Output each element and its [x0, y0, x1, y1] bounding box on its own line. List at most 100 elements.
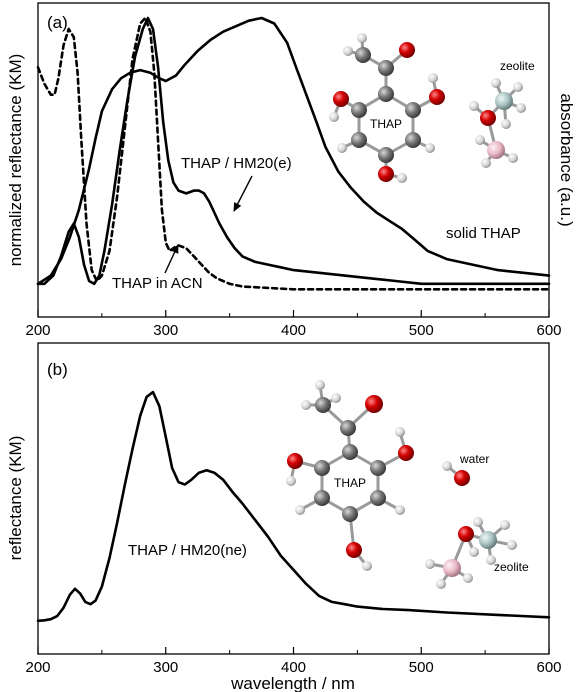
hydrogen-atom [473, 517, 483, 527]
hydrogen-atom [337, 143, 347, 153]
panel-b-x-tick-label: 400 [281, 659, 306, 676]
hydrogen-atom [507, 540, 517, 550]
oxygen-atom [365, 395, 383, 413]
hydrogen-atom [425, 559, 435, 569]
aluminum-atom [443, 559, 461, 577]
panel-a-x-ticks: 200 300 400 500 600 [25, 310, 562, 339]
panel-a-y-axis-title-right: absorbance (a.u.) [557, 93, 576, 226]
carbon-atom [315, 397, 331, 413]
hydrogen-atom [481, 158, 491, 168]
panel-b-label: (b) [47, 360, 68, 379]
series-line-thap-hm20-ne [36, 390, 551, 623]
panel-b-x-tick-label: 500 [409, 659, 434, 676]
panel-b-series [36, 390, 551, 623]
molecule-bonds [289, 383, 514, 586]
arrow-thap-in-acn [164, 244, 179, 274]
panel-b-x-tick-label: 600 [536, 659, 561, 676]
hydrogen-atom [295, 505, 305, 515]
oxygen-atom [480, 110, 496, 126]
hydrogen-atom [469, 101, 479, 111]
panel-b-x-ticks: 200 300 400 500 600 [25, 647, 562, 676]
hydrogen-atom [516, 103, 526, 113]
panel-a-x-tick-label: 600 [536, 322, 561, 339]
carbon-atom [378, 60, 394, 76]
hydrogen-atom [486, 555, 496, 565]
hydrogen-atom [500, 520, 510, 530]
hydrogen-atom [513, 82, 523, 92]
carbon-atom [405, 102, 421, 118]
annotation-thap-hm20e: THAP / HM20(e) [181, 155, 292, 172]
molecule-inset-a: THAP zeolite [329, 33, 535, 183]
carbon-atom [378, 147, 394, 163]
panel-b-x-tick-label: 200 [25, 659, 50, 676]
hydrogen-atom [491, 78, 501, 88]
molecule-label-thap-a: THAP [370, 117, 402, 131]
hydrogen-atom [286, 476, 296, 486]
carbon-atom [340, 420, 356, 436]
hydrogen-atom [343, 46, 353, 56]
hydrogen-atom [395, 427, 405, 437]
panel-b-y-axis-title: reflectance (KM) [6, 436, 25, 561]
annotation-solid-thap: solid THAP [446, 225, 521, 242]
carbon-atom [351, 102, 367, 118]
panel-b-x-axis-title: wavelength / nm [230, 674, 355, 692]
carbon-atom [314, 460, 330, 476]
hydrogen-atom [301, 400, 311, 410]
hydrogen-atom [397, 173, 407, 183]
hydrogen-atom [508, 153, 518, 163]
panel-b-frame [37, 342, 550, 655]
hydrogen-atom [442, 461, 452, 471]
oxygen-atom [378, 166, 394, 182]
molecule-label-zeolite-b: zeolite [494, 560, 529, 574]
hydrogen-atom [463, 573, 473, 583]
oxygen-atom [399, 42, 415, 58]
oxygen-atom [287, 453, 303, 469]
arrow-thap-hm20e [233, 175, 253, 212]
oxygen-atom [398, 445, 414, 461]
carbon-atom [355, 47, 371, 63]
carbon-atom [370, 490, 386, 506]
silicon-atom [495, 92, 513, 110]
carbon-atom [314, 490, 330, 506]
carbon-atom [370, 460, 386, 476]
carbon-atom [378, 86, 394, 102]
molecule-label-water-b: water [459, 452, 489, 466]
hydrogen-atom [469, 547, 479, 557]
panel-a-x-tick-label: 300 [153, 322, 178, 339]
molecule-atoms [329, 33, 526, 183]
hydrogen-atom [475, 135, 485, 145]
panel-a-x-tick-label: 400 [281, 322, 306, 339]
panel-a: (a) normalized reflectance (KM) absorban… [6, 2, 576, 339]
molecule-inset-b: THAP water zeolite [286, 380, 529, 589]
hydrogen-atom [315, 380, 325, 390]
hydrogen-atom [329, 112, 339, 122]
molecule-label-zeolite-a: zeolite [500, 59, 535, 73]
panel-a-series [36, 16, 551, 291]
panel-b: (b) reflectance (KM) wavelength / nm 200… [6, 342, 562, 692]
series-line-thap-hm20-e [36, 16, 551, 286]
hydrogen-atom [425, 143, 435, 153]
molecule-label-thap-b: THAP [334, 476, 366, 490]
carbon-atom [342, 506, 358, 522]
hydrogen-atom [357, 33, 367, 43]
oxygen-atom [346, 542, 362, 558]
panel-a-x-tick-label: 500 [409, 322, 434, 339]
panel-a-x-tick-label: 200 [25, 322, 50, 339]
silicon-atom [479, 531, 497, 549]
aluminum-atom [487, 141, 505, 159]
hydrogen-atom [436, 579, 446, 589]
hydrogen-atom [362, 561, 372, 571]
carbon-atom [342, 444, 358, 460]
hydrogen-atom [501, 119, 511, 129]
series-line-solid-thap [36, 16, 551, 286]
oxygen-atom [454, 470, 470, 486]
carbon-atom [351, 132, 367, 148]
panel-a-y-axis-title-left: normalized reflectance (KM) [6, 54, 25, 267]
hydrogen-atom [428, 73, 438, 83]
series-line-thap-in-acn [36, 16, 551, 291]
molecule-atoms [286, 380, 517, 589]
panel-a-label: (a) [47, 13, 68, 32]
panel-b-x-tick-label: 300 [153, 659, 178, 676]
hydrogen-atom [395, 505, 405, 515]
